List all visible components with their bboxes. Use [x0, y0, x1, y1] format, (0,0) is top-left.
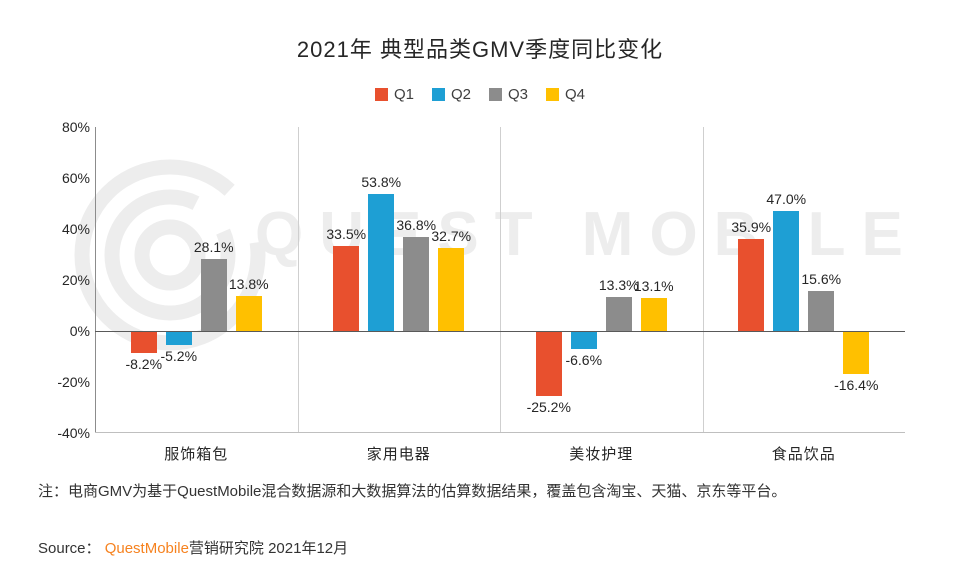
y-axis-line [95, 127, 96, 433]
legend-label-q3: Q3 [508, 86, 529, 103]
bar-q3-食品饮品 [808, 291, 835, 331]
bar-value-label: 53.8% [361, 173, 402, 190]
category-label-服饰箱包: 服饰箱包 [164, 446, 229, 463]
legend-label-q4: Q4 [565, 86, 586, 103]
category-label-美妆护理: 美妆护理 [569, 446, 634, 463]
bar-value-label: 33.5% [326, 225, 367, 242]
bar-q3-美妆护理 [605, 297, 632, 331]
bar-value-label: 13.1% [633, 277, 674, 294]
bar-value-label: 13.3% [598, 277, 639, 294]
category-separator [702, 127, 704, 433]
bar-q2-家用电器 [368, 193, 395, 331]
bar-value-label: 15.6% [801, 271, 842, 288]
legend-label-q1: Q1 [393, 86, 414, 103]
legend-swatch-q3 [489, 88, 502, 101]
y-tick-label: -40% [57, 425, 90, 441]
legend-item-q1: Q1 [374, 86, 414, 103]
bar-q4-食品饮品 [843, 332, 870, 374]
y-tick-label: -20% [57, 374, 90, 390]
y-tick-label: 60% [61, 170, 90, 186]
category-separator [500, 127, 501, 433]
bar-q1-家用电器 [333, 245, 360, 331]
chart-plot-area: QUEST MOBILE 80% 60% 40% 20% 0% -20% -40% -8.2%… [57, 119, 905, 441]
bar-q1-食品饮品 [738, 239, 765, 331]
x-axis-line [95, 432, 905, 433]
bar-value-label: -25.2% [526, 399, 571, 416]
source-line: Source： QuestMobile营销研究院 2021年12月 [38, 537, 938, 558]
footnote: 注：电商GMV为基于QuestMobile混合数据源和大数据算法的估算数据结果，… [38, 483, 787, 500]
legend-label-q2: Q2 [450, 86, 471, 103]
bar-q2-美妆护理 [570, 332, 597, 349]
legend-swatch-q2 [431, 88, 445, 101]
bar-value-label: -8.2% [125, 355, 163, 372]
source-brand: QuestMobile [104, 540, 189, 557]
bar-value-label: 36.8% [396, 217, 437, 234]
legend-swatch-q1 [374, 88, 388, 101]
legend-item-q3: Q3 [489, 86, 528, 103]
bar-value-label: 13.8% [228, 275, 269, 292]
bar-value-label: 28.1% [193, 239, 234, 256]
source-prefix: Source： [38, 540, 101, 557]
bar-value-label: 35.9% [731, 219, 772, 236]
legend-item-q2: Q2 [431, 86, 471, 103]
bar-q2-服饰箱包 [165, 332, 192, 346]
category-label-食品饮品: 食品饮品 [771, 446, 836, 463]
chart-title: 2021年 典型品类GMV季度同比变化 [296, 37, 664, 62]
legend-item-q4: Q4 [546, 86, 585, 103]
x-axis-category-labels: 服饰箱包 家用电器 美妆护理 食品饮品 [95, 443, 905, 464]
source-suffix: 营销研究院 2021年12月 [188, 540, 349, 557]
y-tick-label: 20% [61, 272, 90, 288]
bar-q4-美妆护理 [640, 297, 667, 331]
bar-value-label: -16.4% [834, 376, 879, 393]
zero-baseline [95, 331, 905, 332]
bar-q4-服饰箱包 [235, 295, 262, 331]
bar-q4-家用电器 [438, 247, 465, 331]
bar-value-label: 47.0% [766, 191, 807, 208]
bar-value-label: -6.6% [565, 351, 603, 368]
bar-q2-食品饮品 [773, 211, 800, 331]
category-separator [297, 127, 299, 433]
y-tick-label: 80% [61, 119, 90, 135]
bar-value-label: 32.7% [431, 227, 472, 244]
y-tick-label: 0% [69, 323, 90, 339]
legend-swatch-q4 [546, 88, 560, 101]
bar-q3-家用电器 [403, 237, 430, 331]
y-tick-label: 40% [61, 221, 90, 237]
bar-q3-服饰箱包 [200, 259, 227, 331]
chart-legend: Q1 Q2 Q3 Q4 [0, 86, 960, 103]
bar-value-label: -5.2% [160, 348, 198, 365]
category-label-家用电器: 家用电器 [366, 446, 431, 463]
bar-q1-美妆护理 [535, 332, 562, 397]
